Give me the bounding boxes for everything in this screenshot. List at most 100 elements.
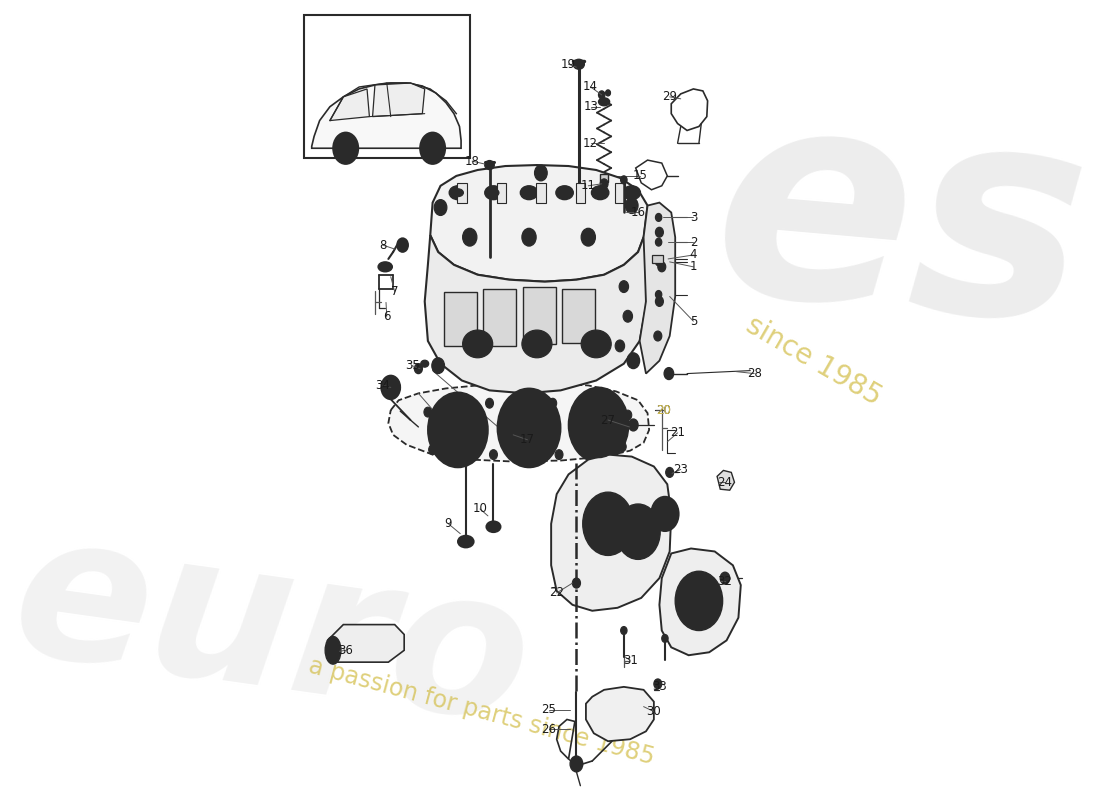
Bar (522, 286, 556, 344)
Ellipse shape (592, 186, 608, 200)
Circle shape (420, 133, 446, 164)
Circle shape (556, 450, 563, 459)
Text: 12: 12 (583, 137, 598, 150)
Ellipse shape (573, 59, 584, 69)
Circle shape (626, 516, 651, 547)
Ellipse shape (623, 186, 640, 200)
Circle shape (574, 761, 579, 767)
Bar (575, 183, 585, 202)
Text: 6: 6 (383, 310, 390, 322)
Ellipse shape (524, 189, 535, 197)
Circle shape (602, 516, 615, 532)
Polygon shape (551, 454, 671, 610)
Circle shape (466, 234, 473, 241)
Polygon shape (425, 235, 646, 394)
Circle shape (521, 228, 536, 246)
Circle shape (626, 198, 638, 214)
Polygon shape (311, 83, 461, 148)
Ellipse shape (559, 189, 570, 197)
Circle shape (618, 442, 626, 452)
Circle shape (424, 407, 432, 417)
Text: 34: 34 (375, 379, 390, 392)
Bar (458, 183, 466, 202)
Text: 22: 22 (549, 586, 564, 599)
Bar (562, 289, 595, 343)
Text: 21: 21 (670, 426, 685, 439)
Text: 17: 17 (520, 434, 535, 446)
Text: 14: 14 (583, 81, 598, 94)
Ellipse shape (581, 330, 612, 358)
Circle shape (549, 398, 557, 408)
Text: 31: 31 (623, 654, 638, 666)
Text: 8: 8 (379, 238, 386, 251)
Text: 2: 2 (690, 236, 697, 249)
Circle shape (606, 90, 610, 96)
Text: 28: 28 (747, 367, 761, 380)
Circle shape (684, 583, 713, 618)
Circle shape (429, 445, 437, 454)
Text: since 1985: since 1985 (740, 310, 887, 410)
Ellipse shape (326, 637, 341, 664)
Circle shape (601, 179, 608, 189)
Circle shape (569, 387, 628, 462)
Ellipse shape (556, 186, 573, 200)
Ellipse shape (486, 522, 500, 532)
Text: 9: 9 (444, 518, 452, 530)
Circle shape (526, 234, 532, 241)
Circle shape (653, 331, 662, 341)
Circle shape (656, 297, 663, 306)
Ellipse shape (378, 262, 393, 272)
Ellipse shape (595, 189, 606, 197)
Text: 35: 35 (405, 359, 419, 372)
Circle shape (656, 238, 662, 246)
Circle shape (387, 382, 395, 392)
Bar (443, 291, 477, 346)
Circle shape (662, 634, 668, 642)
Ellipse shape (329, 642, 337, 658)
Text: 4: 4 (690, 249, 697, 262)
Text: 29: 29 (662, 90, 678, 103)
Bar (615, 183, 625, 202)
Circle shape (592, 504, 624, 543)
Ellipse shape (449, 186, 466, 200)
Ellipse shape (657, 504, 673, 524)
Ellipse shape (485, 161, 494, 170)
Ellipse shape (620, 176, 627, 184)
Ellipse shape (520, 186, 538, 200)
Circle shape (432, 398, 484, 462)
Text: 18: 18 (464, 154, 480, 167)
Circle shape (619, 281, 628, 293)
Circle shape (615, 340, 625, 352)
Text: 36: 36 (339, 644, 353, 657)
Text: 32: 32 (717, 574, 733, 588)
Circle shape (382, 375, 400, 399)
Text: a passion for parts since 1985: a passion for parts since 1985 (306, 654, 657, 770)
Circle shape (490, 450, 497, 459)
Circle shape (693, 594, 704, 608)
Circle shape (415, 364, 422, 374)
Circle shape (434, 200, 447, 215)
Text: 16: 16 (630, 206, 646, 219)
Circle shape (720, 572, 729, 584)
Circle shape (675, 571, 723, 630)
Circle shape (598, 91, 605, 99)
Bar (652, 255, 663, 263)
Text: 11: 11 (581, 179, 596, 192)
Text: 25: 25 (541, 703, 557, 716)
Bar (304, 15, 470, 158)
Text: 27: 27 (601, 414, 616, 426)
Circle shape (497, 388, 561, 467)
Polygon shape (430, 165, 648, 282)
Circle shape (616, 504, 660, 559)
Ellipse shape (421, 360, 429, 367)
Polygon shape (388, 383, 649, 462)
Text: 7: 7 (390, 285, 398, 298)
Text: 24: 24 (717, 476, 733, 489)
Circle shape (340, 140, 352, 156)
Ellipse shape (452, 189, 463, 197)
Circle shape (502, 394, 557, 462)
Circle shape (656, 214, 662, 222)
Circle shape (620, 626, 627, 634)
Text: es: es (703, 70, 1098, 385)
Bar (536, 183, 546, 202)
